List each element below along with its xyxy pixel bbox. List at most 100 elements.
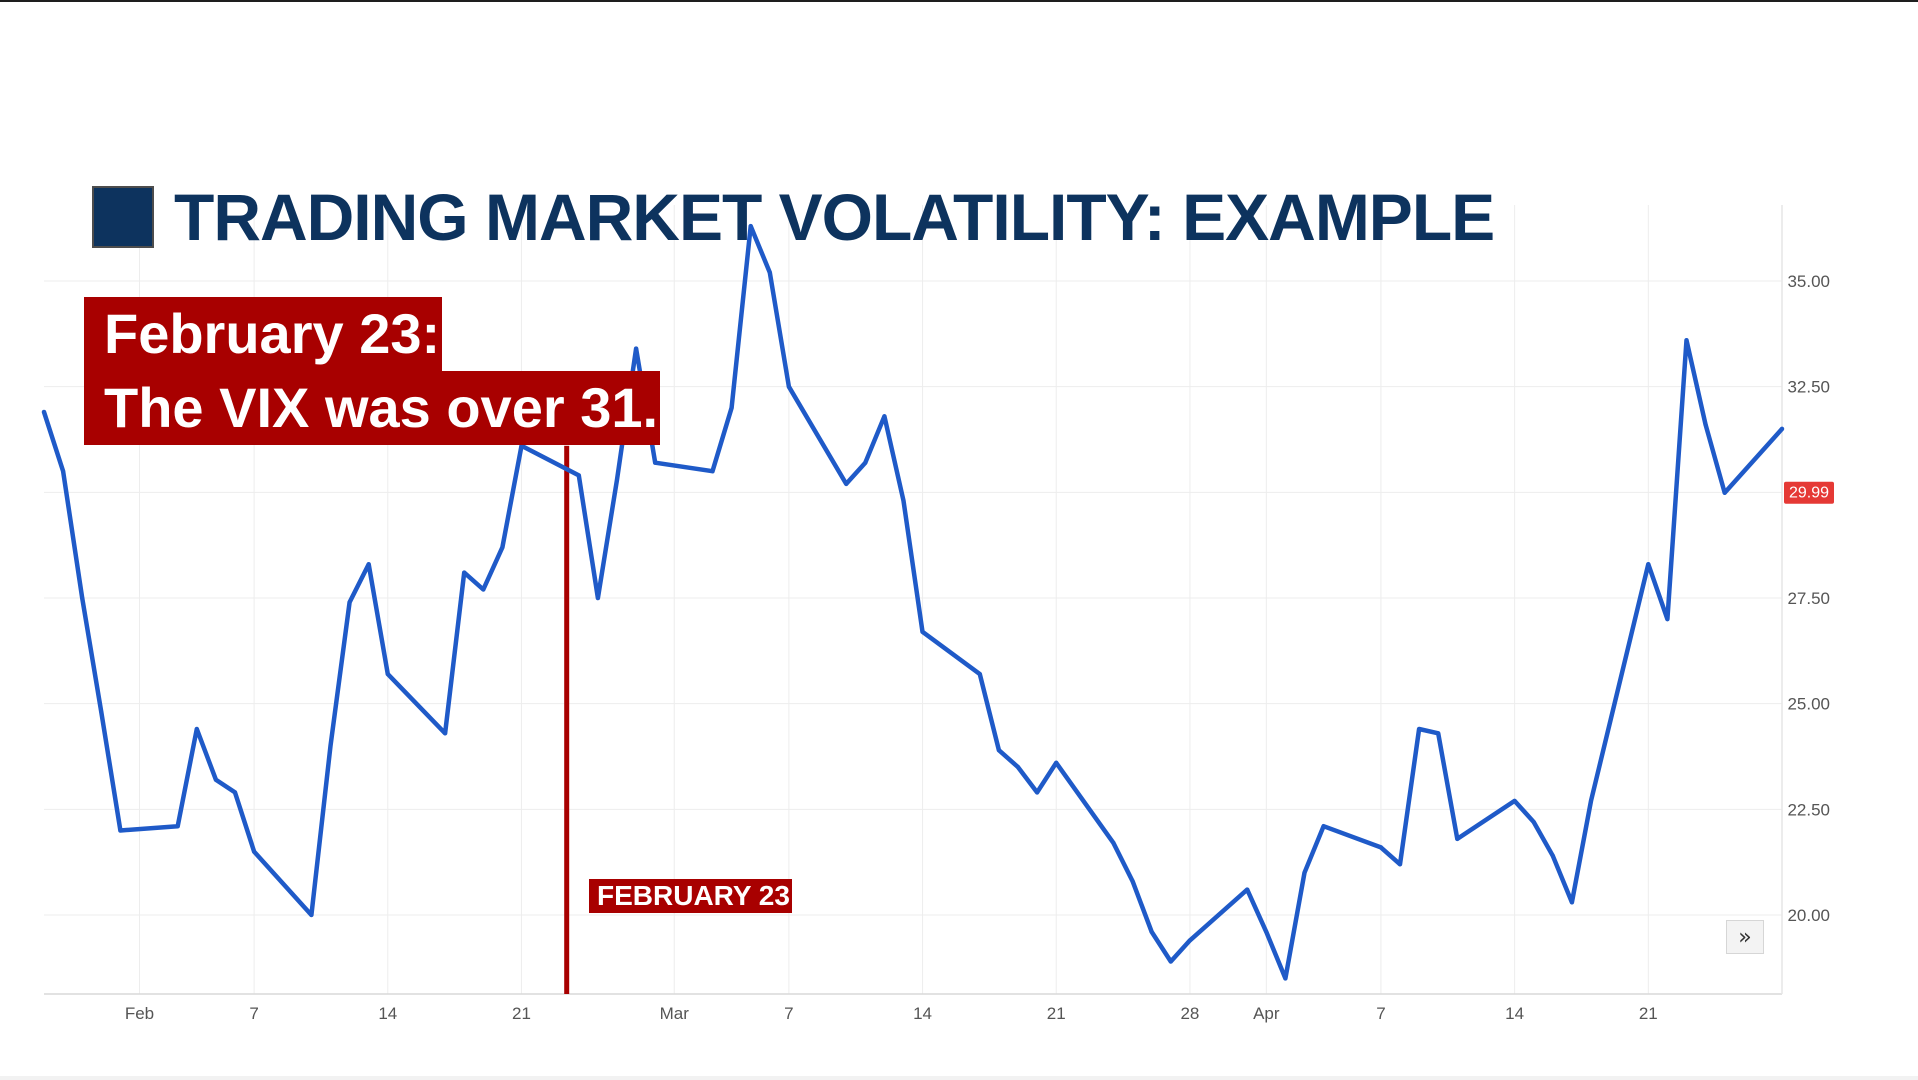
series-point — [576, 473, 581, 478]
series-point — [729, 405, 734, 410]
series-point — [1035, 790, 1040, 795]
series-point — [1646, 562, 1651, 567]
x-tick-label: Feb — [125, 1004, 154, 1023]
series-point — [653, 460, 658, 465]
series-point — [1512, 798, 1517, 803]
slide-title: TRADING MARKET VOLATILITY: EXAMPLE — [92, 180, 1495, 254]
series-point — [977, 672, 982, 677]
x-tick-label: Mar — [660, 1004, 690, 1023]
series-point — [309, 913, 314, 917]
x-tick-label: 14 — [913, 1004, 932, 1023]
series-point — [252, 849, 257, 854]
series-point — [1111, 841, 1116, 846]
series-points — [42, 224, 1784, 981]
x-tick-label: 7 — [249, 1004, 258, 1023]
series-point — [920, 629, 925, 634]
x-tick-label: 7 — [784, 1004, 793, 1023]
series-point — [901, 498, 906, 503]
series-point — [882, 414, 887, 419]
title-square-icon — [92, 186, 154, 248]
svg-text:29.99: 29.99 — [1789, 484, 1829, 501]
last-value-badge: 29.99 — [1784, 481, 1834, 504]
horizontal-gridlines — [44, 280, 1782, 916]
series-point — [443, 731, 448, 736]
series-point — [1130, 879, 1135, 884]
x-tick-label: 21 — [1047, 1004, 1066, 1023]
series-point — [1531, 820, 1536, 824]
series-point — [634, 346, 639, 351]
series-point — [1264, 929, 1269, 934]
series-point — [1283, 976, 1288, 981]
x-tick-labels: Feb 7 14 21 Mar 7 14 21 28 Apr 7 14 21 — [125, 1004, 1658, 1023]
series-point — [1722, 490, 1727, 495]
x-tick-label: 21 — [512, 1004, 531, 1023]
series-point — [385, 672, 390, 677]
series-point — [1665, 617, 1670, 622]
series-point — [615, 477, 619, 482]
series-point — [99, 710, 104, 715]
series-point — [175, 824, 180, 829]
february-23-marker-label: FEBRUARY 23 — [589, 879, 792, 913]
series-point — [328, 743, 333, 748]
series-point — [786, 384, 791, 389]
y-tick-label: 22.50 — [1787, 800, 1830, 819]
february-23-marker-line — [564, 445, 570, 994]
series-point — [1455, 836, 1460, 841]
series-point — [1149, 929, 1154, 934]
series-point — [863, 460, 868, 465]
scroll-right-button[interactable]: » — [1726, 920, 1764, 954]
series-point — [595, 596, 600, 600]
y-tick-label: 35.00 — [1787, 272, 1830, 291]
series-point — [1321, 824, 1326, 829]
series-point — [1302, 870, 1307, 875]
y-tick-label: 27.50 — [1787, 589, 1830, 608]
series-point — [61, 469, 66, 474]
series-point — [748, 224, 753, 229]
x-tick-label: 28 — [1180, 1004, 1199, 1023]
series-point — [1684, 338, 1689, 343]
x-tick-label: 21 — [1639, 1004, 1658, 1023]
series-point — [233, 790, 237, 795]
series-point — [366, 562, 371, 567]
series-point — [213, 777, 218, 782]
vix-series-line — [41, 223, 1785, 981]
y-tick-label: 25.00 — [1787, 695, 1830, 714]
series-point — [462, 570, 467, 575]
series-point — [1245, 887, 1250, 892]
series-point — [1550, 853, 1555, 858]
series-point — [1187, 938, 1192, 943]
series-point — [1054, 760, 1059, 765]
series-point — [1703, 422, 1708, 427]
y-tick-label: 20.00 — [1787, 906, 1830, 925]
callout-line-1: February 23: — [84, 297, 443, 371]
bottom-border — [0, 1076, 1918, 1080]
title-text: TRADING MARKET VOLATILITY: EXAMPLE — [174, 180, 1495, 254]
series-point — [1168, 959, 1173, 964]
series-point — [1417, 727, 1422, 731]
x-tick-label: 14 — [1505, 1004, 1524, 1023]
series-point — [844, 481, 849, 486]
vertical-gridlines — [138, 205, 1649, 994]
series-point — [710, 469, 715, 474]
top-border — [0, 0, 1918, 2]
series-point — [1398, 862, 1402, 867]
x-tick-label: 14 — [378, 1004, 397, 1023]
series-point — [42, 410, 46, 414]
series-point — [1436, 731, 1441, 736]
series-point — [347, 600, 352, 605]
series-point — [767, 270, 772, 275]
series-point — [481, 587, 486, 592]
y-tick-label: 32.50 — [1787, 378, 1830, 397]
series-point — [1780, 426, 1784, 431]
series-point — [996, 748, 1001, 753]
series-point — [1378, 845, 1383, 850]
series-point — [500, 545, 505, 550]
series-point — [80, 596, 85, 600]
x-tick-label: 7 — [1376, 1004, 1385, 1023]
series-point — [1589, 798, 1593, 803]
series-point — [1016, 765, 1020, 770]
series-point — [118, 828, 123, 833]
chevrons-right-icon: » — [1738, 924, 1752, 950]
